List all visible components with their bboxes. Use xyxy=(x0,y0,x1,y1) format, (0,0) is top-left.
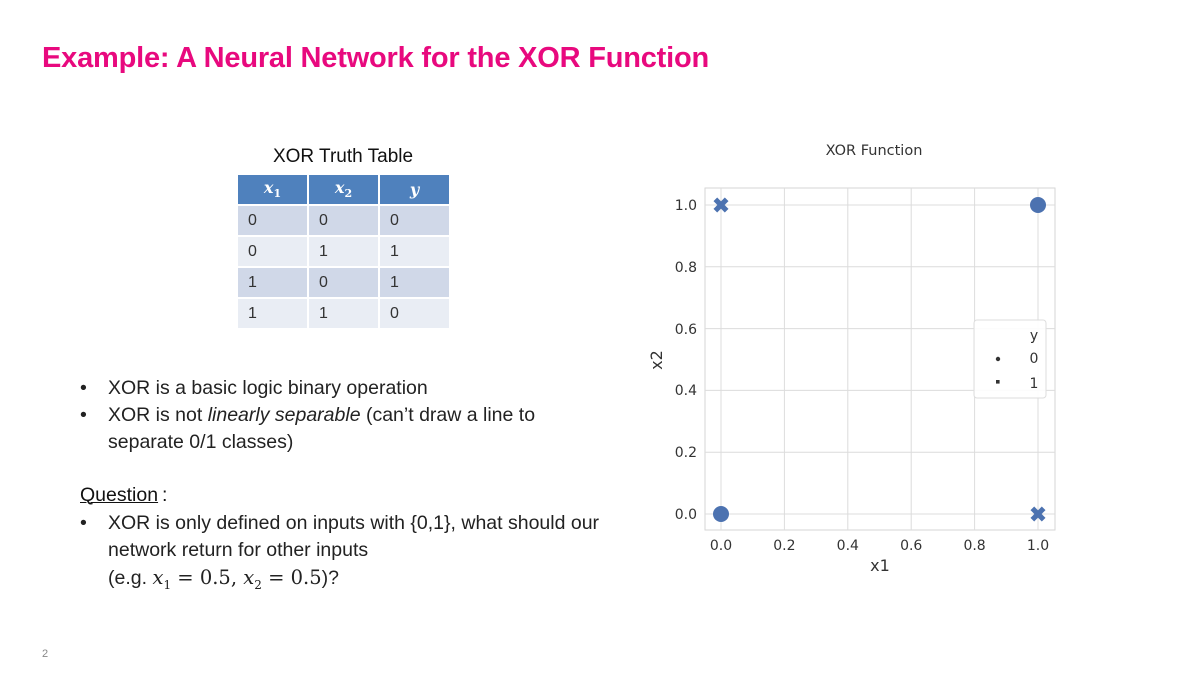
legend-circle-icon xyxy=(995,356,1001,362)
table-cell: 1 xyxy=(378,235,451,268)
truth-table-caption: XOR Truth Table xyxy=(272,146,414,167)
legend-x-icon xyxy=(996,380,1000,384)
svg-text:0.8: 0.8 xyxy=(963,538,985,554)
bullet-item: XOR is only defined on inputs with {0,1}… xyxy=(80,510,610,599)
question-colon: : xyxy=(162,484,168,506)
legend-title: y xyxy=(1030,328,1038,344)
svg-text:0.4: 0.4 xyxy=(675,383,697,399)
bullet-item: XOR is a basic logic binary operation xyxy=(80,375,600,402)
legend-label-1: 1 xyxy=(1030,376,1039,392)
table-cell: 1 xyxy=(307,297,380,330)
svg-text:0.2: 0.2 xyxy=(773,538,795,554)
chart-title: XOR Function xyxy=(826,143,923,159)
x-axis-label: x1 xyxy=(870,556,890,575)
bullet-list: XOR is a basic logic binary operation XO… xyxy=(80,375,600,456)
chart-legend: y 0 1 xyxy=(973,319,1047,399)
legend-label-0: 0 xyxy=(1030,351,1039,367)
table-row: 0 1 1 xyxy=(236,235,451,268)
svg-text:1.0: 1.0 xyxy=(675,198,697,214)
header-x1: x1 xyxy=(236,173,309,206)
header-x2: x2 xyxy=(307,173,380,206)
table-row: 1 1 0 xyxy=(236,297,451,330)
y-tick-labels: 0.0 0.2 0.4 0.6 0.8 1.0 xyxy=(675,198,697,523)
data-points xyxy=(713,197,1046,522)
truth-table-header-row: x1 x2 y xyxy=(236,173,451,206)
table-row: 0 0 0 xyxy=(236,204,451,237)
table-cell: 1 xyxy=(307,235,380,268)
table-cell: 1 xyxy=(236,266,309,299)
table-cell: 0 xyxy=(236,204,309,237)
math-expression: x1 = 0.5, x2 = 0.5 xyxy=(152,566,322,592)
svg-text:0.0: 0.0 xyxy=(710,538,732,554)
table-cell: 1 xyxy=(378,266,451,299)
bullet-item: XOR is not linearly separable (can’t dra… xyxy=(80,402,600,456)
truth-table: x1 x2 y 0 0 0 0 1 1 1 0 1 1 1 0 xyxy=(236,173,451,330)
question-bullet-list: XOR is only defined on inputs with {0,1}… xyxy=(80,510,610,599)
svg-text:1.0: 1.0 xyxy=(1027,538,1049,554)
x-tick-labels: 0.0 0.2 0.4 0.6 0.8 1.0 xyxy=(710,538,1049,554)
table-cell: 0 xyxy=(307,266,380,299)
point-x-0-1 xyxy=(713,197,729,213)
slide-title: Example: A Neural Network for the XOR Fu… xyxy=(42,42,710,74)
svg-text:0.6: 0.6 xyxy=(900,538,922,554)
svg-text:0.2: 0.2 xyxy=(675,445,697,461)
svg-text:0.6: 0.6 xyxy=(675,322,697,338)
point-circle-1-1 xyxy=(1030,197,1046,213)
header-y: y xyxy=(378,173,451,206)
y-axis-label: x2 xyxy=(647,350,666,370)
svg-text:0.4: 0.4 xyxy=(837,538,859,554)
table-cell: 0 xyxy=(378,204,451,237)
table-cell: 0 xyxy=(378,297,451,330)
table-cell: 0 xyxy=(307,204,380,237)
page-number: 2 xyxy=(42,648,49,660)
point-x-1-0 xyxy=(1030,506,1046,522)
table-cell: 0 xyxy=(236,235,309,268)
table-cell: 1 xyxy=(236,297,309,330)
table-row: 1 0 1 xyxy=(236,266,451,299)
svg-text:0.8: 0.8 xyxy=(675,260,697,276)
point-circle-0-0 xyxy=(713,506,729,522)
svg-text:0.0: 0.0 xyxy=(675,507,697,523)
question-label: Question xyxy=(80,484,159,506)
